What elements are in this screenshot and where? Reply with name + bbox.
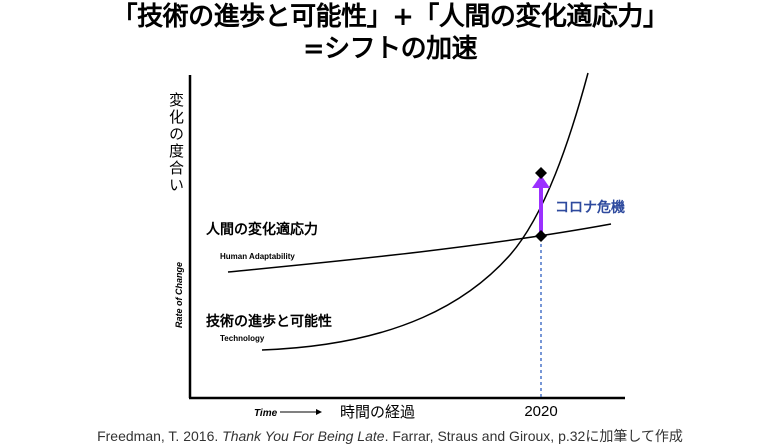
- x-axis-label-ja: 時間の経過: [340, 403, 415, 421]
- title-line-2: =シフトの加速: [302, 34, 478, 64]
- technology-2020-marker: [535, 167, 547, 179]
- source-caption: Freedman, T. 2016. Thank You For Being L…: [0, 426, 780, 446]
- title-line-1: 「技術の進歩と可能性」+「人間の変化適応力」: [111, 2, 669, 32]
- human-label-en: Human Adaptability: [220, 252, 295, 261]
- human-label-ja: 人間の変化適応力: [206, 221, 318, 238]
- caption-author: Freedman, T. 2016.: [97, 428, 223, 444]
- human-adaptability-curve: [227, 223, 612, 273]
- x-tick-2020: 2020: [524, 403, 557, 420]
- human-2020-marker: [535, 230, 547, 242]
- y-axis-label-en: Rate of Change: [174, 262, 184, 328]
- caption-rest: . Farrar, Straus and Giroux, p.32に加筆して作成: [384, 428, 683, 444]
- corona-arrow-head: [532, 175, 550, 188]
- technology-curve: [261, 72, 589, 351]
- technology-label-en: Technology: [220, 334, 265, 343]
- time-arrow-head: [316, 409, 322, 415]
- caption-book-title: Thank You For Being Late: [222, 428, 385, 444]
- x-axis-label-en: Time: [254, 408, 278, 419]
- technology-label-ja: 技術の進歩と可能性: [206, 313, 332, 330]
- y-axis-label-ja: 変化の度合い: [167, 92, 185, 194]
- corona-crisis-label: コロナ危機: [555, 199, 625, 216]
